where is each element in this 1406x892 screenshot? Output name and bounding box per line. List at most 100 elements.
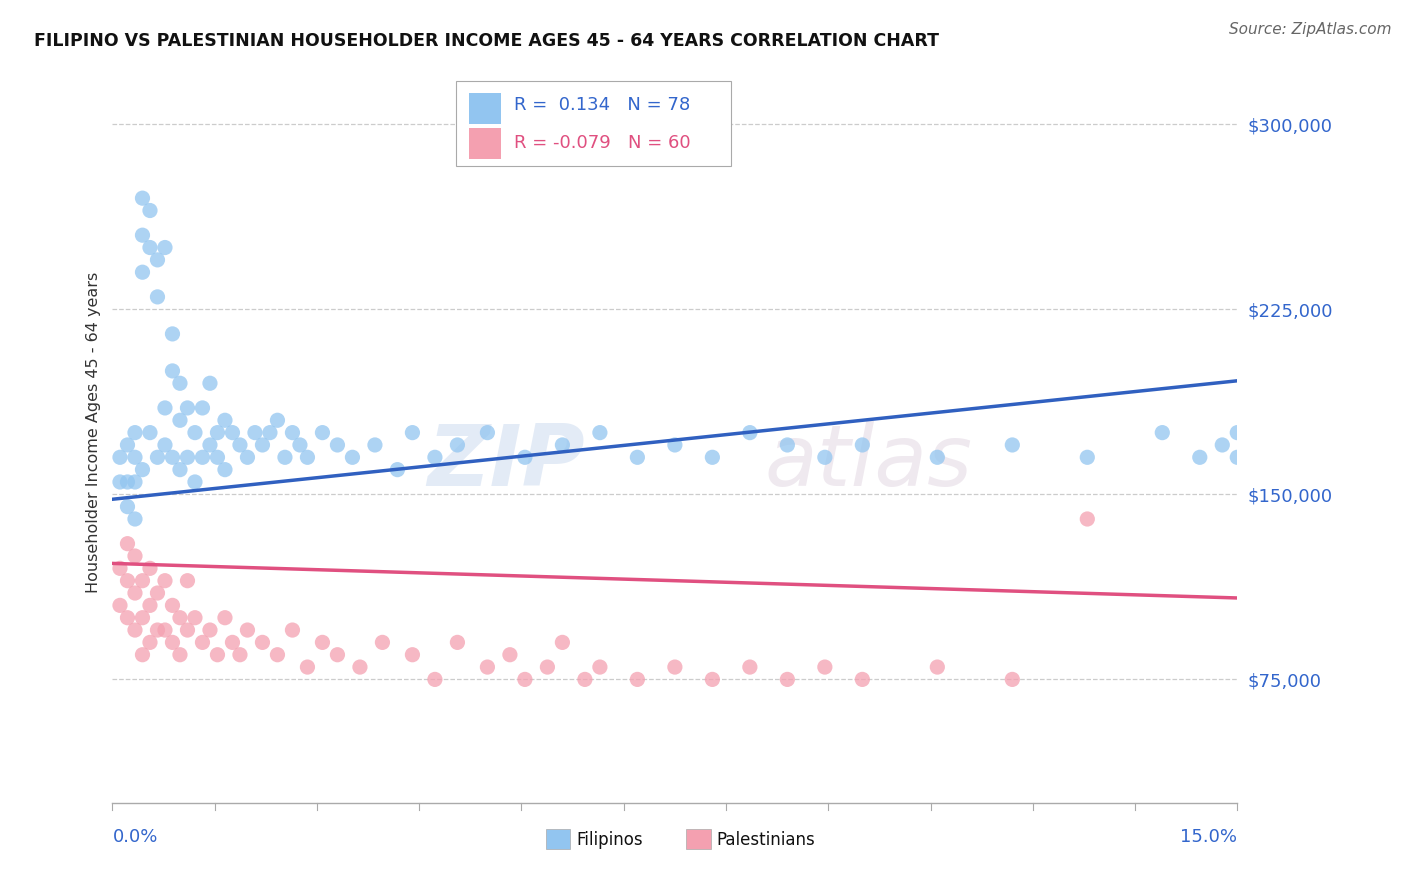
Point — [169, 648, 191, 662]
Point — [281, 425, 304, 440]
Point — [229, 438, 252, 452]
Point — [146, 290, 169, 304]
Point — [117, 438, 139, 452]
Point — [814, 450, 837, 465]
Point — [191, 450, 214, 465]
Point — [214, 413, 236, 427]
Point — [108, 450, 131, 465]
Point — [169, 376, 191, 391]
Point — [124, 512, 146, 526]
Text: 15.0%: 15.0% — [1180, 828, 1237, 846]
Point — [589, 660, 612, 674]
Point — [326, 438, 349, 452]
Point — [243, 425, 266, 440]
Point — [117, 610, 139, 624]
Point — [162, 364, 184, 378]
Point — [574, 673, 596, 687]
Point — [176, 623, 198, 637]
Point — [927, 660, 949, 674]
Point — [364, 438, 387, 452]
Point — [266, 648, 288, 662]
Point — [153, 623, 176, 637]
Point — [146, 450, 169, 465]
Point — [169, 462, 191, 476]
Point — [198, 376, 221, 391]
Text: FILIPINO VS PALESTINIAN HOUSEHOLDER INCOME AGES 45 - 64 YEARS CORRELATION CHART: FILIPINO VS PALESTINIAN HOUSEHOLDER INCO… — [34, 32, 939, 50]
Point — [1001, 438, 1024, 452]
Bar — [546, 829, 571, 849]
Point — [626, 673, 648, 687]
Point — [153, 574, 176, 588]
Text: Filipinos: Filipinos — [576, 830, 643, 849]
Point — [207, 425, 229, 440]
Point — [221, 635, 243, 649]
Point — [146, 586, 169, 600]
Point — [1152, 425, 1174, 440]
Point — [176, 574, 198, 588]
Point — [131, 610, 153, 624]
Point — [664, 438, 686, 452]
Point — [776, 673, 799, 687]
Point — [198, 623, 221, 637]
Text: R = -0.079   N = 60: R = -0.079 N = 60 — [515, 135, 690, 153]
Point — [191, 401, 214, 415]
Point — [1226, 450, 1249, 465]
Point — [117, 500, 139, 514]
Point — [266, 413, 288, 427]
Point — [513, 450, 536, 465]
Point — [162, 326, 184, 341]
Point — [664, 660, 686, 674]
Bar — [470, 128, 501, 159]
Point — [108, 475, 131, 489]
Point — [536, 660, 558, 674]
Point — [446, 438, 468, 452]
Y-axis label: Householder Income Ages 45 - 64 years: Householder Income Ages 45 - 64 years — [86, 272, 101, 593]
Point — [851, 438, 873, 452]
Point — [1226, 425, 1249, 440]
Point — [108, 599, 131, 613]
Point — [738, 425, 761, 440]
Point — [131, 462, 153, 476]
Point — [252, 635, 274, 649]
Point — [139, 425, 162, 440]
Point — [131, 265, 153, 279]
Point — [146, 252, 169, 267]
Point — [371, 635, 394, 649]
Point — [626, 450, 648, 465]
Point — [153, 240, 176, 254]
Point — [162, 635, 184, 649]
Point — [176, 401, 198, 415]
Point — [124, 549, 146, 563]
Point — [423, 673, 446, 687]
Point — [446, 635, 468, 649]
Point — [229, 648, 252, 662]
Point — [198, 438, 221, 452]
FancyBboxPatch shape — [456, 81, 731, 166]
Point — [184, 610, 207, 624]
Point — [184, 475, 207, 489]
Point — [311, 635, 333, 649]
Point — [513, 673, 536, 687]
Point — [851, 673, 873, 687]
Point — [139, 203, 162, 218]
Text: 0.0%: 0.0% — [112, 828, 157, 846]
Point — [207, 450, 229, 465]
Point — [311, 425, 333, 440]
Point — [776, 438, 799, 452]
Point — [139, 635, 162, 649]
Text: Palestinians: Palestinians — [717, 830, 815, 849]
Point — [589, 425, 612, 440]
Point — [169, 413, 191, 427]
Text: Source: ZipAtlas.com: Source: ZipAtlas.com — [1229, 22, 1392, 37]
Point — [326, 648, 349, 662]
Text: R =  0.134   N = 78: R = 0.134 N = 78 — [515, 95, 690, 114]
Point — [153, 438, 176, 452]
Point — [139, 240, 162, 254]
Point — [297, 450, 319, 465]
Point — [131, 228, 153, 243]
Point — [738, 660, 761, 674]
Point — [1076, 512, 1098, 526]
Point — [1001, 673, 1024, 687]
Point — [297, 660, 319, 674]
Point — [184, 425, 207, 440]
